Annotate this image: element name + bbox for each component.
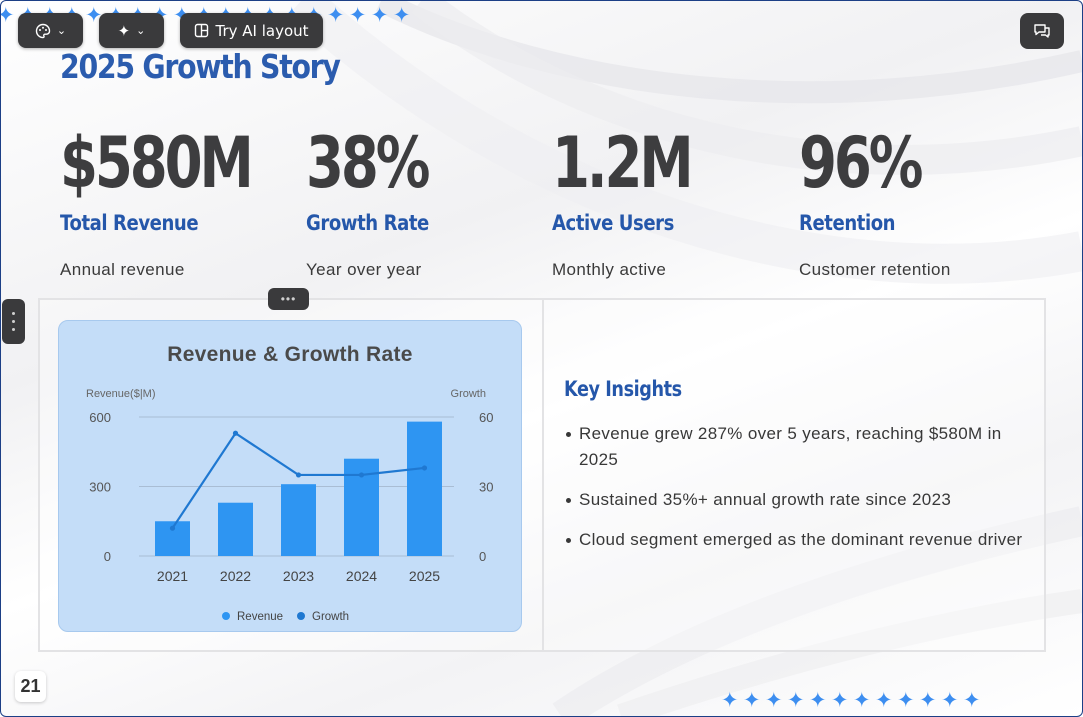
slide-title[interactable]: 2025 Growth Story xyxy=(60,47,341,86)
x-tick-label: 2021 xyxy=(157,568,188,584)
stat-label: Total Revenue xyxy=(60,211,199,235)
stat-sub: Monthly active xyxy=(552,260,667,279)
drag-handle-vertical[interactable] xyxy=(2,299,25,344)
growth-point-2022 xyxy=(232,430,239,436)
y2-tick-label: 30 xyxy=(479,480,493,495)
panel-divider xyxy=(542,298,544,652)
magic-button[interactable]: ✦ ⌄ xyxy=(99,13,164,48)
stat-label: Retention xyxy=(799,211,896,235)
palette-icon xyxy=(35,23,51,38)
insight-item: Cloud segment emerged as the dominant re… xyxy=(566,527,1034,553)
insight-item: Revenue grew 287% over 5 years, reaching… xyxy=(566,421,1034,473)
stat-value: $580M xyxy=(60,122,254,204)
legend-revenue-marker xyxy=(222,612,230,620)
y-tick-label: 0 xyxy=(104,549,111,564)
y-tick-label: 300 xyxy=(89,480,111,495)
stat-sub: Customer retention xyxy=(799,260,951,279)
x-tick-label: 2022 xyxy=(220,568,251,584)
chart: Revenue($|M) Growth 0 0 300 30 600 60 2021 2022 20… xyxy=(86,388,493,623)
stat-total-revenue[interactable]: $580M Total Revenue Annual revenue xyxy=(60,121,300,279)
bar-2023 xyxy=(281,484,316,556)
growth-point-2024 xyxy=(358,472,365,478)
chart-title: Revenue & Growth Rate xyxy=(167,343,413,366)
try-ai-layout-label: Try AI layout xyxy=(215,21,309,40)
y2-tick-label: 0 xyxy=(479,549,486,564)
chevron-down-icon: ⌄ xyxy=(136,24,146,37)
page-number: 21 xyxy=(15,671,46,702)
chevron-down-icon: ⌄ xyxy=(56,24,67,37)
chat-icon xyxy=(1034,24,1050,38)
stat-active-users[interactable]: 1.2M Active Users Monthly active xyxy=(552,121,792,279)
star-border-bottom: ✦✦✦✦✦✦✦✦✦✦✦✦ xyxy=(721,688,985,712)
try-ai-layout-button[interactable]: Try AI layout xyxy=(180,13,323,48)
growth-point-2025 xyxy=(421,465,428,471)
stat-value: 1.2M xyxy=(552,122,694,204)
legend-growth-label: Growth xyxy=(312,611,349,623)
y-tick-label: 600 xyxy=(89,410,111,425)
x-tick-label: 2024 xyxy=(346,568,377,584)
stat-sub: Annual revenue xyxy=(60,260,185,279)
layout-icon xyxy=(195,23,209,38)
growth-point-2021 xyxy=(169,525,176,531)
x-tick-label: 2025 xyxy=(409,568,440,584)
drag-handle-horizontal[interactable]: ••• xyxy=(268,288,309,310)
y-axis-label: Revenue($|M) xyxy=(86,388,156,400)
bar-2022 xyxy=(218,502,253,556)
stat-retention[interactable]: 96% Retention Customer retention xyxy=(799,121,1039,279)
growth-point-2023 xyxy=(295,472,302,478)
insights-title[interactable]: Key Insights xyxy=(564,377,682,401)
chart-card[interactable]: Revenue & Growth Rate Revenue($|M) Growth… xyxy=(58,320,522,632)
insight-item: Sustained 35%+ annual growth rate since … xyxy=(566,487,1034,513)
stat-sub: Year over year xyxy=(306,260,422,279)
stat-value: 38% xyxy=(306,122,430,204)
stat-value: 96% xyxy=(799,122,923,204)
legend-revenue-label: Revenue xyxy=(237,611,283,623)
theme-button[interactable]: ⌄ xyxy=(18,13,83,48)
stat-label: Growth Rate xyxy=(306,211,429,235)
stat-label: Active Users xyxy=(552,211,674,235)
stat-growth-rate[interactable]: 38% Growth Rate Year over year xyxy=(306,121,546,279)
chat-button[interactable] xyxy=(1020,13,1064,49)
bar-2025 xyxy=(407,421,442,556)
insights-list[interactable]: Revenue grew 287% over 5 years, reaching… xyxy=(566,421,1034,567)
y2-axis-label: Growth xyxy=(451,388,486,400)
sparkle-icon: ✦ xyxy=(117,21,131,40)
x-tick-label: 2023 xyxy=(283,568,314,584)
legend-growth-marker xyxy=(297,612,305,620)
y2-tick-label: 60 xyxy=(479,410,493,425)
